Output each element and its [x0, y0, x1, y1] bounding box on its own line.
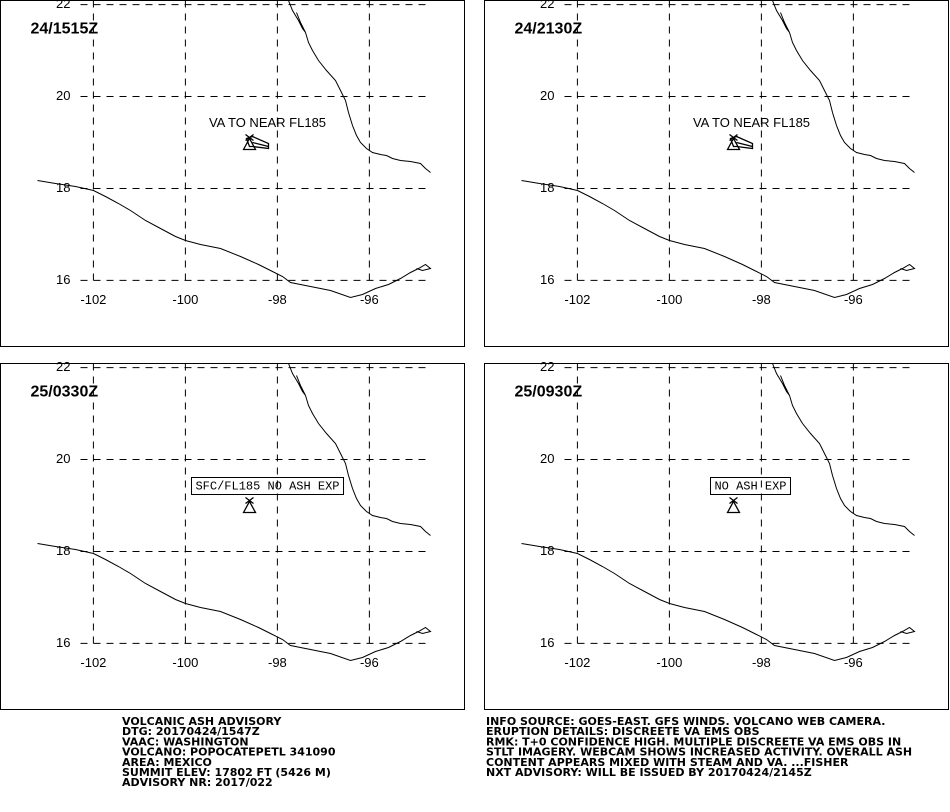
lat-label: 20 [540, 451, 554, 466]
valid-time: 24/2130Z [515, 21, 583, 38]
ash-area [245, 135, 270, 150]
lat-label: 16 [56, 635, 70, 650]
ash-annotation: NO ASH EXP [714, 480, 786, 494]
panel-frame [0, 0, 465, 347]
ash-annotation: VA TO NEAR FL185 [693, 115, 810, 130]
lat-label: 20 [540, 88, 554, 103]
advisory-line: AREA: MEXICO [122, 756, 212, 769]
lat-label: 18 [540, 543, 554, 558]
lat-label: 18 [56, 543, 70, 558]
lat-label: 16 [540, 635, 554, 650]
coastline [288, 363, 431, 536]
lon-label: -96 [844, 292, 863, 307]
advisory-line: DTG: 20170424/1547Z [122, 725, 260, 738]
advisory-line: CONTENT APPEARS MIXED WITH STEAM AND VA.… [486, 756, 849, 769]
advisory-line: ADVISORY NR: 2017/022 [122, 776, 273, 789]
advisory-line: RMK: T+0 CONFIDENCE HIGH. MULTIPLE DISCR… [486, 735, 901, 748]
map-panel: -102 -100 -98 -96 16 18 20 22 24/2130Z VA TO NEAR… [484, 0, 949, 347]
map-panel: -102 -100 -98 -96 16 18 20 22 25/0930Z NO ASH EXP [484, 359, 949, 710]
advisory-line: VAAC: WASHINGTON [122, 735, 249, 748]
volcano-symbol [726, 496, 741, 514]
volcano-symbol [242, 496, 257, 514]
lon-label: -102 [564, 292, 590, 307]
lon-label: -96 [844, 655, 863, 670]
map-panel: -102 -100 -98 -96 16 18 20 22 25/0330Z SFC/FL185 … [0, 359, 465, 710]
lon-label: -100 [656, 292, 682, 307]
lon-label: -98 [752, 292, 771, 307]
lon-label: -100 [172, 292, 198, 307]
annotation-box [709, 477, 792, 495]
coastline [772, 363, 915, 536]
panel-frame [484, 363, 949, 710]
advisory-line: SUMMIT ELEV: 17802 FT (5426 M) [122, 766, 331, 779]
lat-label: 18 [56, 180, 70, 195]
lon-label: -96 [360, 655, 379, 670]
advisory-line: VOLCANIC ASH ADVISORY [122, 715, 282, 728]
advisory-line: VOLCANO: POPOCATEPETL 341090 [122, 746, 336, 759]
lon-label: -102 [80, 292, 106, 307]
lon-label: -102 [564, 655, 590, 670]
coastline [772, 0, 915, 173]
lon-label: -98 [752, 655, 771, 670]
advisory-line: NXT ADVISORY: WILL BE ISSUED BY 20170424… [486, 766, 812, 779]
valid-time: 25/0330Z [31, 384, 99, 401]
ash-annotation: VA TO NEAR FL185 [209, 115, 326, 130]
valid-time: 25/0930Z [515, 384, 583, 401]
lon-label: -100 [172, 655, 198, 670]
lat-label: 20 [56, 88, 70, 103]
lat-label: 22 [56, 0, 70, 11]
lat-label: 22 [56, 359, 70, 374]
lat-label: 16 [56, 272, 70, 287]
advisory-line: STLT IMAGERY. WEBCAM SHOWS INCREASED ACT… [486, 746, 912, 759]
lon-label: -96 [360, 292, 379, 307]
panel-frame [484, 0, 949, 347]
advisory-line: INFO SOURCE: GOES-EAST. GFS WINDS. VOLCA… [486, 715, 885, 728]
map-panel: -102 -100 -98 -96 16 18 20 22 24/1515Z VA TO NEAR… [0, 0, 465, 347]
lon-label: -98 [268, 292, 287, 307]
panel-frame [0, 363, 465, 710]
annotation-box [190, 477, 345, 495]
lat-label: 20 [56, 451, 70, 466]
lon-label: -98 [268, 655, 287, 670]
coastline [288, 0, 431, 173]
lat-label: 22 [540, 359, 554, 374]
ash-annotation: SFC/FL185 NO ASH EXP [195, 480, 339, 494]
lon-label: -100 [656, 655, 682, 670]
lat-label: 22 [540, 0, 554, 11]
ash-area [729, 135, 754, 150]
lat-label: 18 [540, 180, 554, 195]
valid-time: 24/1515Z [31, 21, 99, 38]
lon-label: -102 [80, 655, 106, 670]
advisory-line: ERUPTION DETAILS: DISCREETE VA EMS OBS [486, 725, 760, 738]
lat-label: 16 [540, 272, 554, 287]
